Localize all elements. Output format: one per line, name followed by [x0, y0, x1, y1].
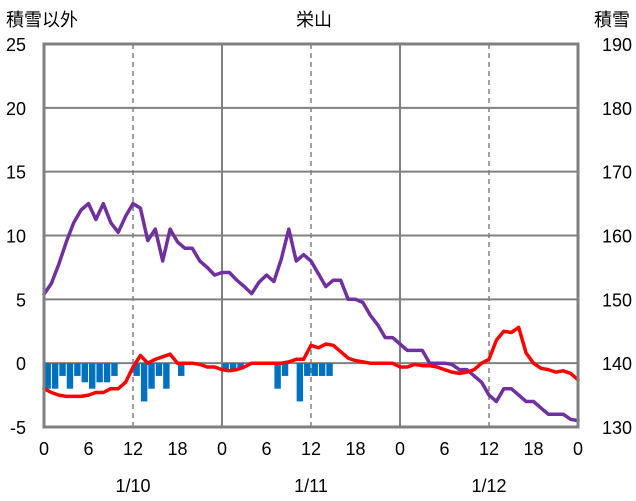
precipitation-bar — [59, 363, 66, 376]
x-tick-label: 0 — [395, 439, 405, 459]
y-right-tick-label: 180 — [602, 99, 632, 119]
precipitation-bar — [237, 363, 244, 370]
precipitation-bar — [274, 363, 281, 389]
precipitation-bar — [81, 363, 88, 383]
precipitation-bar — [222, 363, 229, 370]
date-label: 1/11 — [294, 476, 328, 496]
x-tick-label: 12 — [123, 439, 143, 459]
temperature-line — [42, 325, 580, 399]
x-tick-label: 18 — [523, 439, 543, 459]
precipitation-bar — [296, 363, 304, 402]
precipitation-bar — [311, 363, 318, 376]
y-left-tick-label: 0 — [16, 354, 26, 374]
precipitation-bar — [44, 363, 51, 389]
precipitation-bar — [155, 363, 163, 376]
precipitation-bar — [318, 363, 326, 376]
right-axis-label: 積雪 — [594, 10, 630, 30]
y-right-tick-label: 140 — [602, 354, 632, 374]
y-right-tick-label: 150 — [602, 290, 632, 310]
precipitation-bar — [51, 363, 59, 389]
x-tick-label: 0 — [39, 439, 49, 459]
y-left-tick-label: 20 — [6, 99, 26, 119]
grid-lines — [44, 44, 578, 427]
date-label: 1/10 — [115, 476, 150, 496]
precipitation-bar — [96, 363, 103, 383]
precipitation-bar — [103, 363, 111, 383]
y-left-tick-label: -5 — [10, 418, 26, 438]
y-left-tick-label: 5 — [16, 290, 26, 310]
series-lines — [42, 201, 580, 423]
y-right-tick-label: 170 — [602, 163, 632, 183]
precipitation-bar — [111, 363, 118, 376]
precipitation-bar — [281, 363, 289, 376]
precipitation-bar — [163, 363, 170, 389]
x-tick-label: 0 — [573, 439, 583, 459]
x-tick-label: 18 — [345, 439, 365, 459]
snow-depth-line — [42, 201, 580, 423]
y-right-tick-label: 130 — [602, 418, 632, 438]
precipitation-bar — [148, 363, 155, 389]
y-right-tick-label: 190 — [602, 35, 632, 55]
precipitation-bar — [140, 363, 148, 402]
date-label: 1/12 — [471, 476, 506, 496]
precipitation-bar — [74, 363, 81, 376]
chart-title: 栄山 — [296, 10, 332, 30]
precipitation-bar — [178, 363, 185, 376]
x-tick-label: 12 — [301, 439, 321, 459]
x-tick-label: 18 — [167, 439, 187, 459]
precipitation-bars — [44, 363, 333, 402]
precipitation-bar — [326, 363, 333, 376]
left-axis-label: 積雪以外 — [6, 10, 78, 30]
y-left-tick-label: 15 — [6, 163, 26, 183]
plot-frame — [42, 42, 580, 429]
precipitation-bar — [133, 363, 140, 376]
y-right-tick-label: 160 — [602, 227, 632, 247]
precipitation-bar — [89, 363, 96, 389]
x-tick-label: 6 — [83, 439, 93, 459]
x-tick-label: 6 — [261, 439, 271, 459]
precipitation-bar — [66, 363, 74, 389]
x-tick-label: 12 — [479, 439, 499, 459]
x-tick-label: 0 — [217, 439, 227, 459]
x-tick-label: 6 — [439, 439, 449, 459]
precipitation-bar — [229, 363, 237, 370]
y-left-tick-label: 10 — [6, 227, 26, 247]
precipitation-bar — [304, 363, 311, 376]
y-left-tick-label: 25 — [6, 35, 26, 55]
